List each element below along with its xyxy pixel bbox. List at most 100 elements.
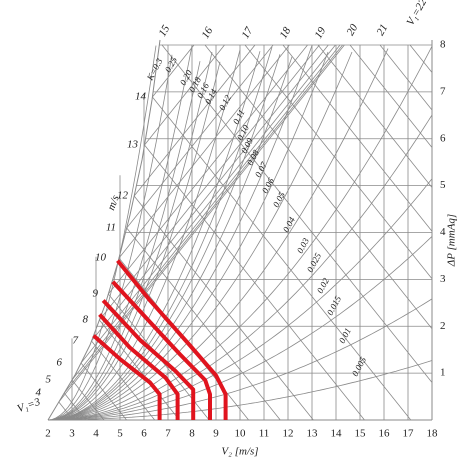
k-label: 0.12	[217, 93, 233, 112]
x-tick-label: 5	[117, 428, 123, 440]
k-label: 0.005	[350, 355, 369, 378]
k-curve	[47, 46, 273, 421]
left-boundary	[47, 39, 161, 421]
v1-label: 9	[93, 288, 99, 300]
v1-label: 10	[95, 252, 107, 264]
k-label: 0.03	[295, 236, 311, 255]
k-curve	[48, 298, 433, 421]
k-curve	[47, 51, 353, 421]
v1-label: 20	[344, 22, 360, 38]
x-tick-label: 2	[45, 428, 51, 440]
x-tick-label: 8	[189, 428, 195, 440]
k-curve	[47, 54, 281, 421]
k-curve	[48, 360, 433, 421]
lattice-line	[108, 44, 308, 295]
x-tick-label: 3	[69, 428, 75, 440]
highlight-line	[116, 259, 228, 420]
k-curve	[48, 114, 433, 421]
y-tick-label: 6	[440, 132, 446, 144]
v1-label: 17	[239, 25, 255, 41]
v1-unit: m/s	[105, 194, 122, 212]
y-tick-label: 3	[440, 273, 446, 285]
lattice-line	[118, 44, 290, 259]
k-label: 0.11	[231, 108, 247, 126]
k-label: 0.05	[271, 190, 287, 209]
highlight-line	[98, 313, 180, 420]
v1-label: 15	[156, 23, 172, 39]
x-tick-label: 14	[331, 428, 343, 440]
k-curve	[47, 49, 241, 421]
lattice-line	[152, 44, 195, 98]
lattice-line	[144, 44, 225, 146]
k-label: 0.01	[337, 326, 353, 345]
k-label: 0.02	[315, 276, 331, 295]
y-tick-label: 7	[440, 85, 446, 97]
v1-label: 18	[277, 25, 293, 41]
x-tick-label: 7	[165, 428, 171, 440]
v1-label: 14	[135, 91, 147, 103]
x-tick-label: 10	[235, 428, 247, 440]
v1-label: 7	[73, 335, 79, 347]
lattice-line	[80, 362, 127, 421]
highlight-line	[92, 334, 162, 420]
y-tick-label: 2	[440, 320, 446, 332]
lattice-line	[58, 44, 345, 403]
x-tick-label: 4	[93, 428, 99, 440]
y-axis-label: ΔP [mmAq]	[446, 214, 458, 267]
lattice-line	[282, 44, 433, 232]
v1-label: 13	[127, 139, 139, 151]
x-axis-label: V₂ [m/s]	[221, 446, 258, 458]
k-curve	[47, 56, 293, 421]
lattice-line	[379, 44, 433, 111]
k-label: 0.025	[305, 251, 324, 274]
k-curve	[47, 45, 157, 421]
v1-label: 6	[57, 357, 63, 369]
v1-label: 8	[83, 314, 89, 326]
k-label: 0.25	[163, 55, 179, 74]
highlight-line	[101, 299, 196, 420]
v1-label: 19	[312, 25, 328, 41]
y-tick-label: 4	[440, 226, 446, 238]
x-tick-label: 6	[141, 428, 147, 440]
lattice-line	[71, 44, 341, 381]
v1-label: V₁=22	[404, 0, 429, 28]
lattice-line	[133, 195, 314, 421]
lattice-line	[99, 44, 320, 321]
y-tick-label: 1	[440, 367, 446, 379]
x-tick-label: 13	[307, 428, 319, 440]
k-curve	[47, 48, 389, 421]
k-curve	[47, 45, 313, 421]
k-curve	[47, 61, 221, 421]
lattice-line	[349, 44, 433, 148]
lattice-line	[126, 44, 274, 229]
x-tick-label: 17	[403, 428, 415, 440]
k-curve	[47, 45, 193, 421]
lattice-line	[204, 44, 433, 329]
v1-label: 12	[117, 190, 129, 202]
v1-label: 4	[36, 387, 42, 399]
x-tick-label: 16	[379, 428, 391, 440]
k-curve	[48, 46, 433, 421]
lattice-line	[244, 44, 433, 279]
lattice-line	[99, 319, 180, 421]
highlight-line	[111, 280, 212, 420]
k-curve	[47, 61, 201, 421]
k-curve	[47, 51, 329, 421]
k-curve	[48, 236, 433, 421]
lattice-line	[152, 96, 412, 421]
y-tick-label: 8	[440, 39, 446, 51]
v1-label: 11	[106, 222, 116, 234]
lattice-line	[317, 44, 433, 188]
k-curve	[48, 178, 433, 421]
x-tick-label: 18	[427, 428, 439, 440]
v1-label: 16	[199, 25, 215, 41]
v1-label: 21	[374, 22, 390, 38]
v1-label: V₁=3	[16, 396, 43, 415]
x-tick-label: 15	[355, 428, 367, 440]
lattice-line	[91, 44, 329, 342]
lattice-line	[409, 44, 433, 73]
v1-label: 5	[46, 374, 52, 386]
x-tick-label: 9	[213, 428, 219, 440]
y-tick-label: 5	[440, 179, 446, 191]
